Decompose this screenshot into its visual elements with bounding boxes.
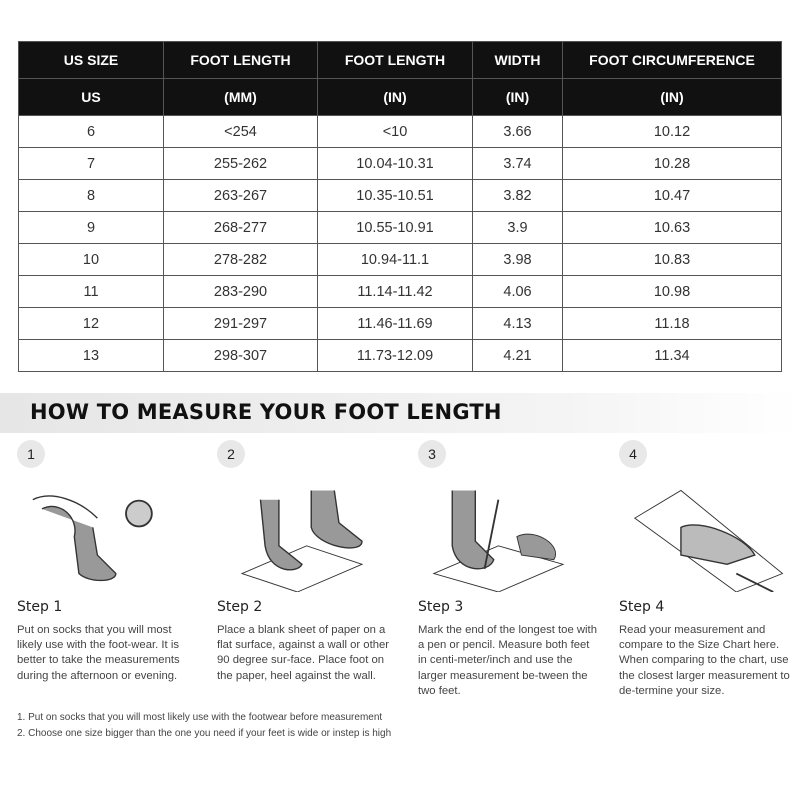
table-cell: 10.63 bbox=[562, 211, 782, 244]
table-cell: 6 bbox=[18, 115, 164, 148]
table-cell: 10.28 bbox=[562, 147, 782, 180]
step-number: 3 bbox=[418, 440, 446, 468]
table-cell: 7 bbox=[18, 147, 164, 180]
table-cell: 10.83 bbox=[562, 243, 782, 276]
step-label: Step 4 bbox=[619, 599, 665, 615]
table-row: 11 283-290 11.14-11.42 4.06 10.98 bbox=[18, 275, 782, 308]
unit-row: US (MM) (IN) (IN) (IN) bbox=[18, 78, 782, 116]
guide-title: HOW TO MEASURE YOUR FOOT LENGTH bbox=[30, 400, 502, 424]
table-cell: 10.35-10.51 bbox=[317, 179, 473, 212]
table-cell: 4.13 bbox=[472, 307, 563, 340]
step-label: Step 1 bbox=[17, 599, 63, 615]
table-row: 12 291-297 11.46-11.69 4.13 11.18 bbox=[18, 307, 782, 340]
step-number: 2 bbox=[217, 440, 245, 468]
table-cell: 9 bbox=[18, 211, 164, 244]
col-header: FOOT LENGTH bbox=[163, 41, 318, 79]
table-row: 13 298-307 11.73-12.09 4.21 11.34 bbox=[18, 339, 782, 372]
table-cell: 3.74 bbox=[472, 147, 563, 180]
foot-measure-illustration-icon bbox=[432, 490, 565, 593]
title-band bbox=[0, 393, 800, 433]
table-cell: 10.47 bbox=[562, 179, 782, 212]
step-text: Put on socks that you will most likely u… bbox=[17, 624, 180, 682]
table-cell: 10.55-10.91 bbox=[317, 211, 473, 244]
col-header: US SIZE bbox=[18, 41, 164, 79]
step-label: Step 3 bbox=[418, 599, 464, 615]
table-cell: 8 bbox=[18, 179, 164, 212]
note-2: 2. Choose one size bigger than the one y… bbox=[17, 728, 392, 739]
table-cell: 3.82 bbox=[472, 179, 563, 212]
unit-header: (MM) bbox=[163, 78, 318, 116]
unit-header: (IN) bbox=[317, 78, 473, 116]
table-cell: 10.04-10.31 bbox=[317, 147, 473, 180]
table-cell: 3.66 bbox=[472, 115, 563, 148]
table-cell: <10 bbox=[317, 115, 473, 148]
table-cell: 11.14-11.42 bbox=[317, 275, 473, 308]
step-label: Step 2 bbox=[217, 599, 263, 615]
step-text: Place a blank sheet of paper on a flat s… bbox=[217, 624, 390, 682]
note-1: 1. Put on socks that you will most likel… bbox=[17, 712, 383, 723]
table-cell: 10.12 bbox=[562, 115, 782, 148]
table-cell: 12 bbox=[18, 307, 164, 340]
table-row: 7 255-262 10.04-10.31 3.74 10.28 bbox=[18, 147, 782, 180]
col-header: FOOT LENGTH bbox=[317, 41, 473, 79]
step-text: Mark the end of the longest toe with a p… bbox=[418, 624, 597, 697]
table-cell: 11 bbox=[18, 275, 164, 308]
table-cell: 255-262 bbox=[163, 147, 318, 180]
foot-measure-illustration-icon bbox=[240, 490, 364, 593]
table-cell: 4.06 bbox=[472, 275, 563, 308]
table-cell: 10.98 bbox=[562, 275, 782, 308]
table-cell: 3.98 bbox=[472, 243, 563, 276]
table-cell: 3.9 bbox=[472, 211, 563, 244]
table-row: 6 <254 <10 3.66 10.12 bbox=[18, 115, 782, 148]
table-cell: 11.46-11.69 bbox=[317, 307, 473, 340]
step-4: 4 Step 4 Read your measurement and compa… bbox=[619, 440, 800, 699]
table-cell: 4.21 bbox=[472, 339, 563, 372]
table-cell: 11.73-12.09 bbox=[317, 339, 473, 372]
table-cell: 268-277 bbox=[163, 211, 318, 244]
table-cell: 298-307 bbox=[163, 339, 318, 372]
step-number: 4 bbox=[619, 440, 647, 468]
header-row: US SIZE FOOT LENGTH FOOT LENGTH WIDTH FO… bbox=[18, 41, 782, 79]
unit-header: US bbox=[18, 78, 164, 116]
table-row: 10 278-282 10.94-11.1 3.98 10.83 bbox=[18, 243, 782, 276]
foot-measure-illustration-icon bbox=[32, 495, 153, 582]
step-1: 1 Step 1 Put on socks that you will most… bbox=[17, 440, 207, 684]
table-cell: 10 bbox=[18, 243, 164, 276]
step-3: 3 Step 3 Mark the end of the longest toe… bbox=[418, 440, 608, 699]
table-cell: 283-290 bbox=[163, 275, 318, 308]
table-cell: <254 bbox=[163, 115, 318, 148]
table-cell: 263-267 bbox=[163, 179, 318, 212]
unit-header: (IN) bbox=[562, 78, 782, 116]
step-2: 2 Step 2 Place a blank sheet of paper on… bbox=[217, 440, 407, 684]
col-header: WIDTH bbox=[472, 41, 563, 79]
table-row: 8 263-267 10.35-10.51 3.82 10.47 bbox=[18, 179, 782, 212]
table-cell: 278-282 bbox=[163, 243, 318, 276]
size-chart-table: US SIZE FOOT LENGTH FOOT LENGTH WIDTH FO… bbox=[18, 41, 782, 372]
foot-measure-illustration-icon bbox=[633, 489, 784, 593]
table-cell: 291-297 bbox=[163, 307, 318, 340]
col-header: FOOT CIRCUMFERENCE bbox=[562, 41, 782, 79]
table-cell: 13 bbox=[18, 339, 164, 372]
unit-header: (IN) bbox=[472, 78, 563, 116]
table-cell: 10.94-11.1 bbox=[317, 243, 473, 276]
step-text: Read your measurement and compare to the… bbox=[619, 624, 790, 697]
step-number: 1 bbox=[17, 440, 45, 468]
table-cell: 11.18 bbox=[562, 307, 782, 340]
table-cell: 11.34 bbox=[562, 339, 782, 372]
table-row: 9 268-277 10.55-10.91 3.9 10.63 bbox=[18, 211, 782, 244]
